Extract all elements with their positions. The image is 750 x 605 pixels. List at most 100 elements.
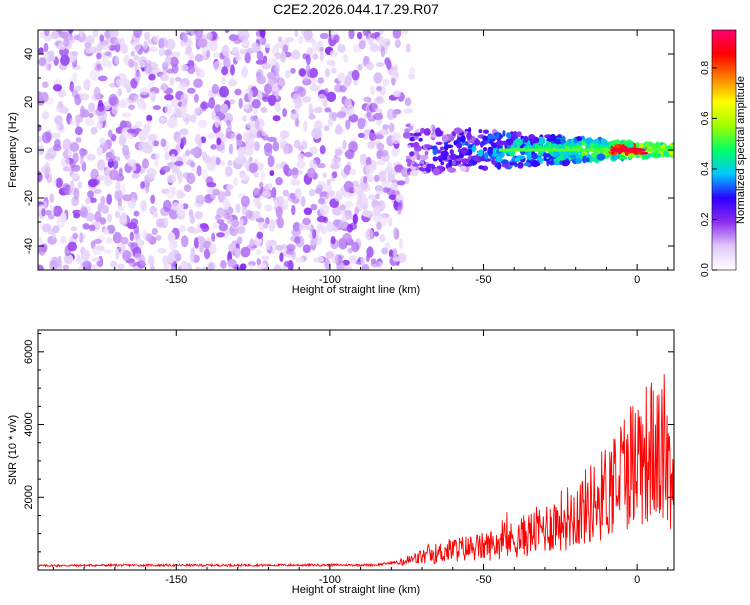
noise-blob <box>298 35 304 44</box>
noise-blob <box>155 218 165 228</box>
noise-blob <box>85 197 91 205</box>
noise-blob <box>351 241 360 253</box>
noise-blob <box>215 157 221 166</box>
noise-blob <box>73 187 80 200</box>
signal-blob <box>563 152 570 161</box>
noise-blob <box>309 84 320 92</box>
noise-blob <box>49 193 55 203</box>
signal-blob <box>460 165 467 172</box>
noise-blob <box>268 94 276 106</box>
noise-blob <box>43 42 49 53</box>
noise-blob <box>248 156 253 163</box>
noise-blob <box>69 83 75 92</box>
noise-blob <box>194 266 201 270</box>
noise-blob <box>374 174 380 183</box>
noise-blob <box>369 43 379 53</box>
signal-blob <box>571 150 576 155</box>
noise-blob <box>120 43 128 54</box>
noise-blob <box>100 195 106 207</box>
noise-blob <box>298 68 306 77</box>
signal-blob <box>487 148 493 156</box>
noise-blob <box>147 255 155 266</box>
signal-blob <box>412 141 420 149</box>
noise-blob <box>266 71 276 80</box>
noise-blob <box>329 50 338 58</box>
noise-blob <box>228 242 236 251</box>
noise-blob <box>148 46 159 53</box>
noise-blob <box>291 167 299 176</box>
noise-blob <box>362 130 369 140</box>
signal-blob <box>410 170 419 177</box>
noise-blob <box>332 219 340 227</box>
noise-blob <box>182 136 187 146</box>
noise-blob <box>215 214 220 221</box>
noise-blob <box>44 30 50 37</box>
signal-blob <box>502 130 506 137</box>
noise-blob <box>290 111 300 121</box>
noise-blob <box>381 129 387 137</box>
noise-blob <box>185 149 191 157</box>
noise-blob <box>199 223 209 229</box>
noise-blob <box>158 37 168 48</box>
noise-blob <box>189 215 195 224</box>
signal-blob <box>460 147 469 154</box>
noise-blob <box>241 66 248 78</box>
noise-blob <box>332 206 342 216</box>
noise-blob <box>374 96 385 105</box>
noise-blob <box>312 53 319 60</box>
signal-blob <box>451 160 457 166</box>
noise-blob <box>182 203 189 210</box>
signal-blob <box>472 144 476 153</box>
noise-blob <box>93 188 102 195</box>
noise-blob <box>118 77 129 87</box>
noise-blob <box>284 51 292 58</box>
signal-blob <box>442 154 448 160</box>
noise-blob <box>398 199 404 211</box>
noise-blob <box>187 226 196 234</box>
signal-blob <box>447 167 453 172</box>
noise-blob <box>373 72 383 84</box>
noise-blob <box>256 258 261 266</box>
noise-blob <box>57 89 67 98</box>
noise-blob <box>44 209 52 216</box>
noise-blob <box>114 156 121 163</box>
noise-blob <box>189 252 195 263</box>
noise-blob <box>348 30 355 40</box>
noise-blob <box>261 130 268 137</box>
y-tick-label: 20 <box>23 96 35 108</box>
noise-blob <box>235 203 241 214</box>
noise-blob <box>178 83 188 91</box>
noise-blob <box>293 85 304 93</box>
noise-blob <box>89 69 100 82</box>
noise-blob <box>391 76 396 86</box>
noise-blob <box>404 97 412 107</box>
noise-blob <box>129 261 137 268</box>
noise-blob <box>380 46 385 58</box>
noise-blob <box>200 136 207 144</box>
noise-blob <box>168 251 175 264</box>
noise-blob <box>121 112 132 118</box>
noise-blob <box>130 50 135 57</box>
noise-blob <box>326 91 337 103</box>
noise-blob <box>212 52 221 58</box>
noise-blob <box>274 101 281 113</box>
snr-series-line <box>38 374 674 568</box>
noise-blob <box>302 217 311 226</box>
noise-blob <box>61 157 70 169</box>
noise-blob <box>330 254 339 264</box>
noise-blob <box>405 43 411 53</box>
noise-blob <box>278 137 287 145</box>
signal-blob <box>472 156 479 162</box>
noise-blob <box>319 50 325 62</box>
noise-blob <box>344 74 352 86</box>
noise-blob <box>356 31 363 40</box>
noise-blob <box>170 153 176 164</box>
noise-blob <box>331 157 341 168</box>
noise-blob <box>287 192 296 202</box>
noise-blob <box>126 222 137 230</box>
noise-blob <box>74 94 82 106</box>
signal-blob <box>435 129 443 137</box>
noise-blob <box>208 97 216 109</box>
noise-blob <box>164 94 174 101</box>
noise-blob <box>109 30 119 38</box>
